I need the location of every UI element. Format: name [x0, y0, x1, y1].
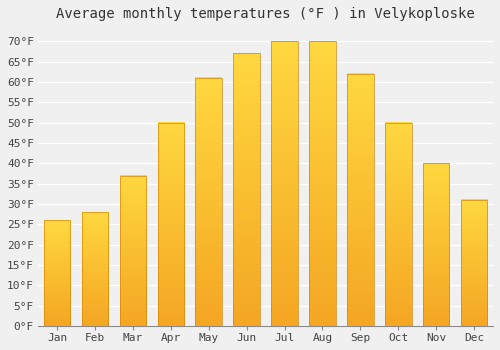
- Bar: [120, 176, 146, 326]
- Bar: [234, 54, 260, 326]
- Bar: [158, 122, 184, 326]
- Bar: [272, 41, 298, 326]
- Bar: [44, 220, 70, 326]
- Bar: [385, 122, 411, 326]
- Bar: [196, 78, 222, 326]
- Title: Average monthly temperatures (°F ) in Velykoploske: Average monthly temperatures (°F ) in Ve…: [56, 7, 475, 21]
- Bar: [461, 200, 487, 326]
- Bar: [309, 41, 336, 326]
- Bar: [347, 74, 374, 326]
- Bar: [82, 212, 108, 326]
- Bar: [423, 163, 450, 326]
